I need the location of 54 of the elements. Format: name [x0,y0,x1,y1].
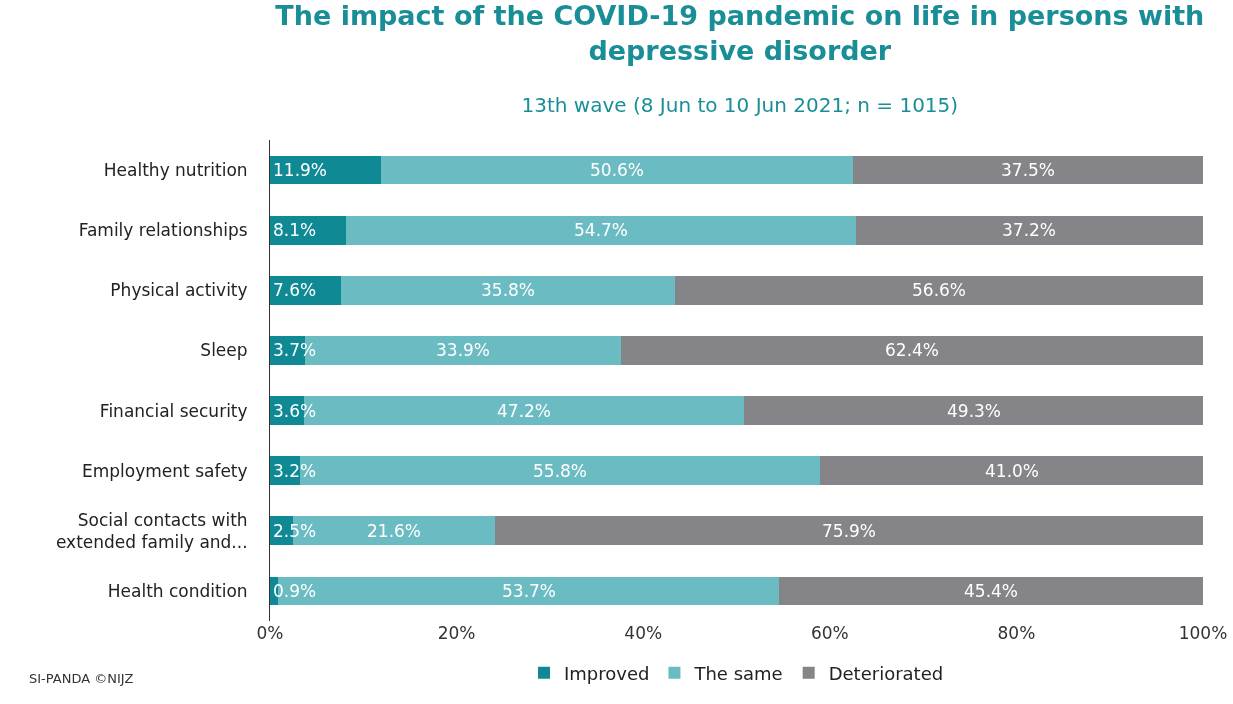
legend-label: Deteriorated [828,662,944,684]
data-label: 50.6% [590,160,645,180]
bar [779,576,1203,606]
data-label: 37.5% [1001,160,1056,180]
bar [381,155,854,185]
data-label: 3.2% [273,461,317,481]
bar [270,215,346,245]
bar [620,336,1203,365]
data-label: 45.4% [964,581,1019,601]
chart-subtitle: 13th wave (8 Jun to 10 Jun 2021; n = 1015) [521,92,959,117]
data-label: 3.6% [273,401,317,421]
y-tick-label: Social contacts with extended family and... [55,509,248,552]
data-label: 35.8% [481,280,536,300]
x-tick-label: 0% [256,623,284,643]
data-label: 49.3% [947,401,1002,421]
data-label: 53.7% [502,581,557,601]
y-tick-label: Health condition [107,580,248,601]
data-label: 54.7% [574,220,629,240]
bar [345,215,856,245]
chart-title: The impact of the COVID-19 pandemic on life in persons with depressive disorder [275,0,1205,66]
x-tick-label: 80% [997,623,1036,643]
y-tick-label: Physical activity [110,280,248,301]
y-tick-label: Family relationships [78,220,248,241]
data-label: 56.6% [912,280,967,300]
y-tick-label: Financial security [99,400,248,421]
y-tick-label: Healthy nutrition [103,160,248,181]
bar [494,516,1203,546]
y-tick-label: Sleep [200,340,248,361]
data-label: 55.8% [533,461,588,481]
y-tick-label: Employment safety [82,460,248,481]
x-tick-label: 40% [624,623,663,643]
legend-label: The same [693,662,783,684]
data-label: 11.9% [273,160,328,180]
data-label: 75.9% [822,521,877,541]
data-label: 62.4% [885,340,940,360]
data-label: 33.9% [436,340,491,360]
data-label: 3.7% [273,340,317,360]
bar [743,396,1203,425]
data-label: 8.1% [273,220,317,240]
data-label: 37.2% [1002,220,1057,240]
text: SI-PANDA ©NIJZ [29,671,134,686]
data-label: 41.0% [985,461,1040,481]
bar [853,155,1203,185]
x-tick-label: 100% [1178,623,1228,643]
x-tick-label: 20% [437,623,476,643]
bar [674,275,1203,305]
x-tick-label: 60% [810,623,849,643]
legend-label: Improved [564,662,650,684]
bar [340,275,675,305]
bar [820,456,1203,486]
bar [855,215,1203,245]
data-label: 47.2% [497,401,552,421]
data-label: 21.6% [367,521,422,541]
data-label: 7.6% [273,280,317,300]
